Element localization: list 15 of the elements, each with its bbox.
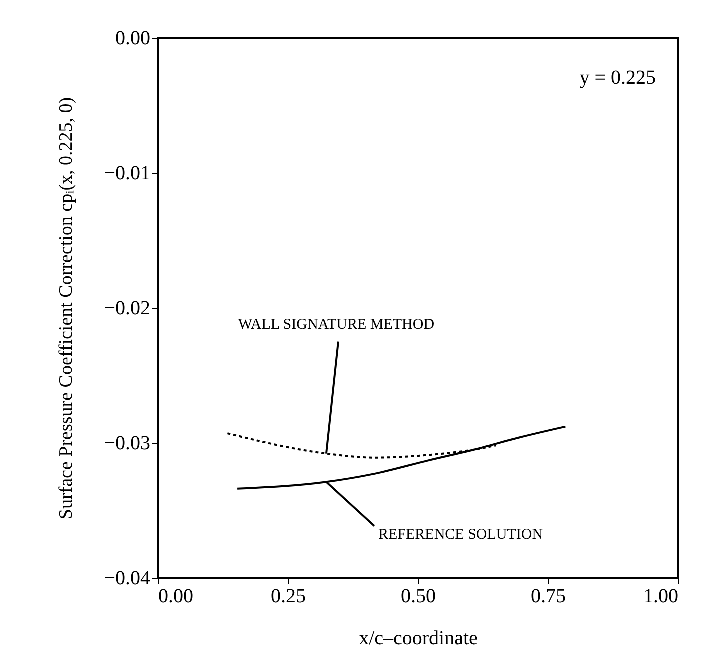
x-tick-label: 0.00 — [158, 586, 194, 608]
x-tick-label: 0.75 — [531, 586, 566, 608]
x-axis-title: x/c–coordinate — [359, 628, 478, 650]
y-tick-label: −0.01 — [104, 162, 150, 184]
y-tick-label: 0.00 — [116, 28, 150, 50]
x-tick-label: 1.00 — [644, 586, 678, 608]
annotation: y = 0.225 — [580, 67, 656, 89]
y-tick-label: −0.04 — [104, 568, 150, 590]
y-tick-label: −0.02 — [104, 298, 150, 320]
x-tick-label: 0.25 — [271, 586, 306, 608]
y-tick-label: −0.03 — [104, 432, 150, 454]
y-axis-title: Surface Pressure Coefficient Correction cpᵢ(x, 0.225, 0) — [56, 97, 78, 520]
x-tick-label: 0.50 — [401, 586, 436, 608]
text: REFERENCE SOLUTION — [378, 527, 544, 544]
text: WALL SIGNATURE METHOD — [238, 316, 435, 333]
